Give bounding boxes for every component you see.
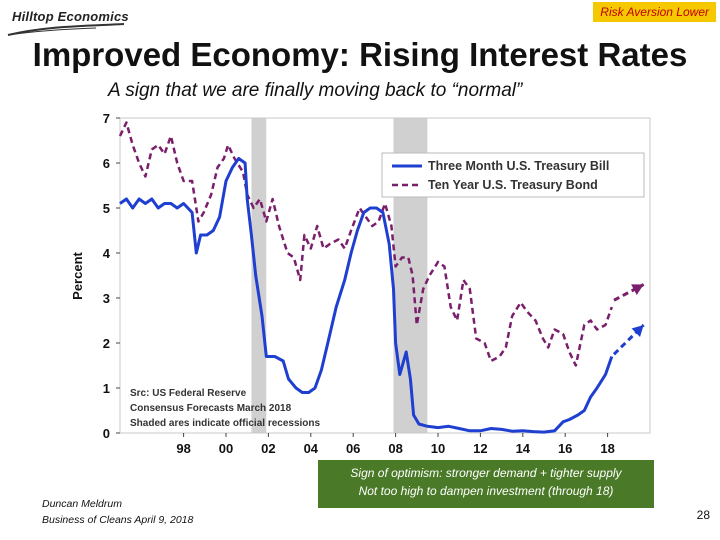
- y-tick-label-4: 4: [103, 246, 111, 261]
- x-tick-label-1: 00: [219, 441, 233, 456]
- legend-label-bond: Ten Year U.S. Treasury Bond: [428, 178, 598, 192]
- author-date: Business of Cleans April 9, 2018: [42, 514, 194, 526]
- y-tick-label-6: 6: [103, 156, 110, 171]
- recession-band-0: [251, 118, 267, 433]
- x-tick-label-0: 98: [176, 441, 190, 456]
- forecast-arrowhead-1: [631, 325, 644, 337]
- author-block: Duncan Meldrum Business of Cleans April …: [42, 496, 193, 528]
- x-tick-label-6: 10: [431, 441, 445, 456]
- series-line-0: [119, 157, 614, 434]
- x-tick-label-9: 16: [558, 441, 572, 456]
- chart-legend: Three Month U.S. Treasury Bill Ten Year …: [381, 152, 645, 198]
- y-tick-label-0: 0: [103, 426, 110, 441]
- x-tick-label-8: 14: [516, 441, 531, 456]
- note-line-1: Sign of optimism: stronger demand + tigh…: [350, 466, 622, 480]
- y-axis-label: Percent: [70, 251, 85, 299]
- logo-swoosh-icon: [7, 23, 125, 36]
- x-tick-label-3: 04: [304, 441, 319, 456]
- source-annotation: Src: US Federal Reserve Consensus Foreca…: [130, 388, 321, 429]
- y-tick-label-1: 1: [103, 381, 110, 396]
- y-tick-label-3: 3: [103, 291, 110, 306]
- x-tick-label-2: 02: [261, 441, 275, 456]
- legend-label-bill: Three Month U.S. Treasury Bill: [428, 159, 609, 173]
- x-tick-label-10: 18: [600, 441, 614, 456]
- optimism-note: Sign of optimism: stronger demand + tigh…: [318, 460, 654, 508]
- plot-frame: [119, 117, 651, 434]
- forecast-arrowhead-0: [631, 284, 644, 295]
- y-tick-label-7: 7: [103, 111, 110, 126]
- annotation-recessions: Shaded ares indicate official recessions: [130, 418, 321, 429]
- risk-badge: Risk Aversion Lower: [593, 2, 716, 22]
- x-tick-label-7: 12: [473, 441, 487, 456]
- hilltop-logo: Hilltop Economics: [6, 4, 136, 38]
- annotation-source: Src: US Federal Reserve: [130, 388, 247, 399]
- x-tick-label-5: 08: [388, 441, 402, 456]
- y-tick-label-2: 2: [103, 336, 110, 351]
- note-line-2: Not too high to dampen investment (throu…: [358, 484, 614, 498]
- slide-title: Improved Economy: Rising Interest Rates: [32, 36, 688, 73]
- page-number: 28: [696, 508, 710, 522]
- x-tick-label-4: 06: [346, 441, 360, 456]
- y-tick-label-5: 5: [103, 201, 110, 216]
- annotation-forecast: Consensus Forecasts March 2018: [130, 403, 292, 414]
- author-name: Duncan Meldrum: [42, 498, 122, 510]
- forecast-arrow-line-0: [613, 283, 645, 302]
- slide-subtitle: A sign that we are finally moving back t…: [108, 80, 523, 101]
- logo-text: Hilltop Economics: [12, 9, 129, 24]
